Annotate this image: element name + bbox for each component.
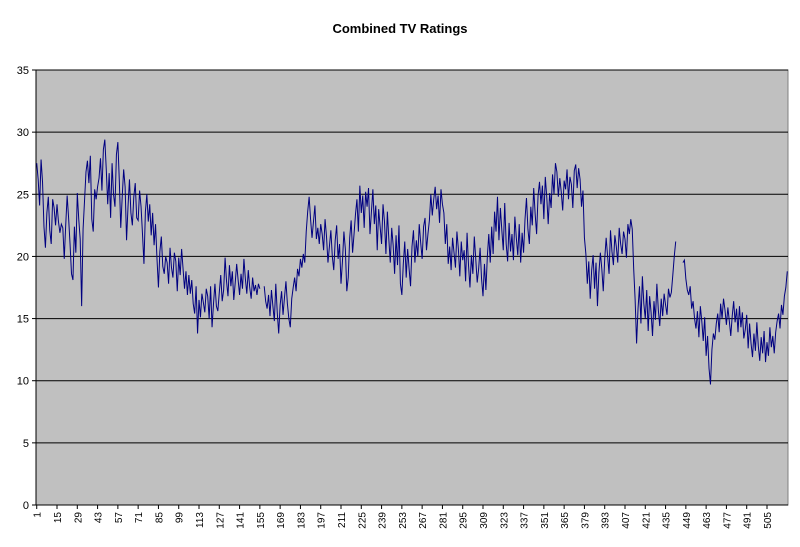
x-tick-label: 113	[195, 512, 206, 528]
line-series	[682, 258, 788, 385]
x-tick-label: 379	[580, 512, 591, 529]
chart-title: Combined TV Ratings	[332, 21, 467, 36]
plot-area	[35, 69, 789, 506]
x-tick-label: 463	[702, 512, 713, 529]
x-tick-label: 29	[73, 512, 84, 524]
y-tick-label: 30	[17, 127, 29, 139]
x-tick-label: 407	[621, 512, 632, 529]
y-tick-label: 15	[17, 314, 29, 326]
x-tick-label: 281	[438, 512, 449, 529]
x-tick-label: 141	[236, 512, 247, 529]
x-tick-label: 15	[53, 512, 64, 524]
x-tick-label: 155	[256, 512, 267, 529]
y-tick-label: 25	[17, 189, 29, 201]
x-tick-label: 99	[175, 512, 186, 524]
x-tick-label: 183	[296, 512, 307, 529]
x-tick-label: 239	[378, 512, 389, 529]
x-tick-label: 309	[479, 512, 490, 529]
x-tick-label: 57	[114, 512, 125, 524]
x-tick-label: 477	[722, 512, 733, 529]
x-tick-label: 43	[94, 512, 105, 524]
x-tick-label: 71	[134, 512, 145, 524]
x-tick-label: 393	[601, 512, 612, 529]
line-series	[263, 163, 677, 344]
x-tick-label: 211	[337, 512, 348, 528]
x-tick-label: 253	[398, 512, 409, 529]
x-tick-label: 225	[357, 512, 368, 529]
x-tick-label: 169	[276, 512, 287, 529]
x-tick-label: 295	[459, 512, 470, 529]
y-tick-label: 10	[17, 376, 29, 388]
x-tick-label: 197	[317, 512, 328, 529]
x-tick-label: 505	[763, 512, 774, 529]
x-tick-label: 351	[540, 512, 551, 529]
x-tick-label: 127	[215, 512, 226, 529]
x-tick-label: 449	[682, 512, 693, 529]
x-tick-label: 421	[641, 512, 652, 529]
line-series	[36, 139, 261, 334]
x-tick-label: 323	[499, 512, 510, 529]
x-tick-label: 365	[560, 512, 571, 529]
y-tick-label: 5	[23, 438, 29, 450]
y-tick-label: 20	[17, 251, 29, 263]
x-tick-label: 337	[520, 512, 531, 529]
x-tick-label: 435	[662, 512, 673, 529]
y-tick-label: 0	[23, 500, 29, 512]
y-tick-label: 35	[17, 65, 29, 77]
x-tick-label: 1	[33, 512, 44, 518]
x-tick-label: 85	[154, 512, 165, 524]
x-tick-label: 491	[743, 512, 754, 529]
x-tick-label: 267	[418, 512, 429, 529]
